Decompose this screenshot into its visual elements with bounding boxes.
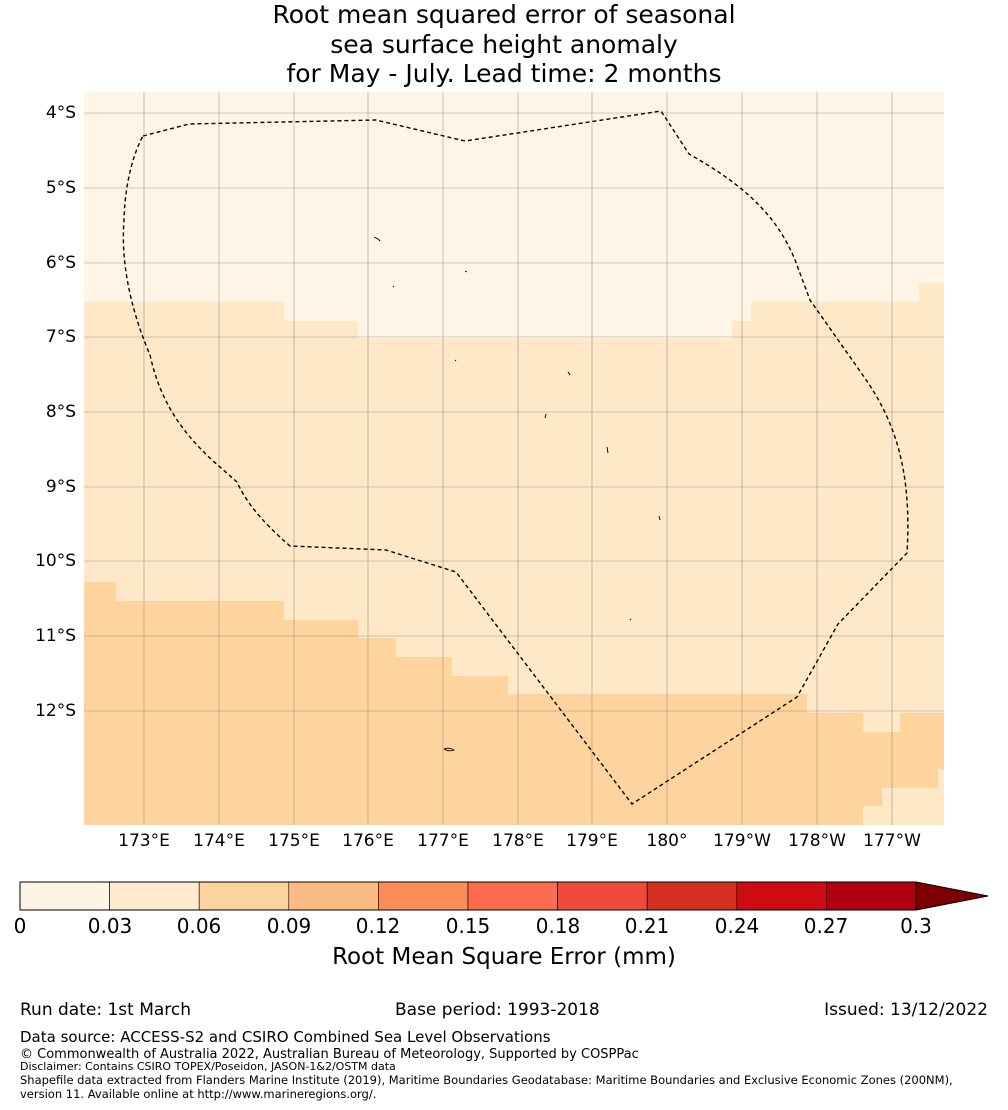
colorbar-tick: 0 [13, 914, 27, 938]
colorbar-cell [557, 881, 648, 911]
lat-label: 5°S [45, 178, 76, 198]
colorbar-tick: 0.21 [624, 914, 670, 938]
lat-label: 12°S [35, 701, 76, 721]
lat-label: 4°S [45, 103, 76, 123]
graticule [84, 92, 944, 825]
lat-label: 9°S [45, 477, 76, 497]
lat-label: 11°S [35, 626, 76, 646]
colorbar-tick: 0.15 [445, 914, 491, 938]
map-title: Root mean squared error of seasonal sea … [272, 0, 736, 88]
island-outline [454, 359, 457, 362]
colorbar-tick: 0.18 [535, 914, 581, 938]
island-outline [373, 236, 381, 242]
colorbar-extend-arrow [915, 881, 989, 911]
disclaimer: Disclaimer: Contains CSIRO TOPEX/Poseido… [20, 1060, 396, 1073]
colorbar-tick: 0.06 [176, 914, 222, 938]
data-source: Data source: ACCESS-S2 and CSIRO Combine… [20, 1028, 551, 1046]
island-outline [629, 618, 632, 621]
colorbar-tick: 0.12 [355, 914, 401, 938]
island-outline [544, 413, 547, 419]
lat-label: 8°S [45, 402, 76, 422]
lat-label: 10°S [35, 551, 76, 571]
island-outline [606, 446, 609, 454]
lon-label: 179°E [566, 831, 618, 851]
run-date: Run date: 1st March [20, 1000, 192, 1020]
colorbar-tick: 0.24 [714, 914, 760, 938]
colorbar-cell [826, 881, 917, 911]
lat-label: 6°S [45, 253, 76, 273]
colorbar-tick: 0.03 [87, 914, 133, 938]
island-outline [392, 285, 395, 288]
lon-label: 177°W [863, 831, 921, 851]
colorbar-cell [378, 881, 469, 911]
copyright: © Commonwealth of Australia 2022, Austra… [20, 1047, 639, 1062]
shade-band-high [84, 582, 944, 825]
colorbar-cell [198, 881, 290, 911]
islands [373, 236, 661, 752]
colorbar-cell [736, 881, 827, 911]
lon-label: 176°E [342, 831, 394, 851]
colorbar-label: Root Mean Square Error (mm) [332, 944, 676, 970]
island-outline [464, 270, 468, 273]
lat-label: 7°S [45, 327, 76, 347]
lon-label: 180° [646, 831, 688, 851]
lon-label: 178°W [788, 831, 846, 851]
issued-date: Issued: 13/12/2022 [824, 1000, 988, 1020]
lon-label: 174°E [193, 831, 245, 851]
colorbar-tick: 0.27 [803, 914, 849, 938]
eez-boundary [122, 110, 909, 805]
colorbar-cell [646, 881, 738, 911]
shapefile-credit-continued: version 11. Available online at http://w… [20, 1087, 377, 1101]
island-outline [658, 515, 661, 521]
base-period: Base period: 1993-2018 [395, 1000, 600, 1020]
colorbar-cell [467, 881, 558, 911]
colorbar-cell [109, 881, 200, 911]
lon-label: 177°E [417, 831, 469, 851]
colorbar-cell [288, 881, 379, 911]
lon-label: 178°E [492, 831, 544, 851]
shapefile-credit: Shapefile data extracted from Flanders M… [20, 1073, 953, 1087]
lon-label: 179°W [713, 831, 771, 851]
colorbar [19, 881, 989, 911]
lon-label: 173°E [118, 831, 170, 851]
colorbar-tick: 0.09 [266, 914, 312, 938]
island-outline [567, 371, 571, 376]
lon-label: 175°E [268, 831, 320, 851]
island-outline [443, 747, 456, 752]
rmse-shading [84, 92, 944, 825]
colorbar-tick: 0.3 [900, 914, 932, 938]
colorbar-cell [19, 881, 110, 911]
